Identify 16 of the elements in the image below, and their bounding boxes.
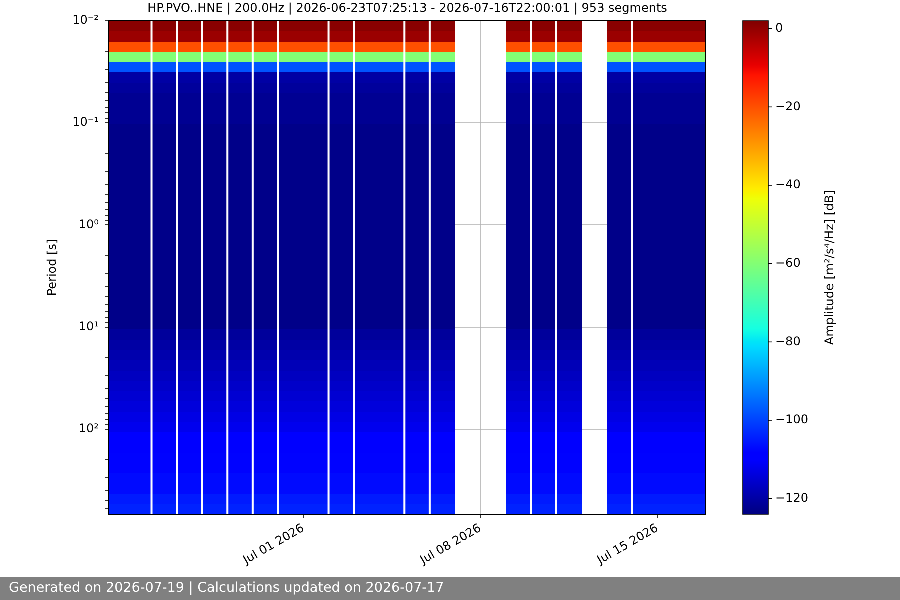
y-axis-title: Period [s] xyxy=(45,239,60,296)
color-bar-title: Amplitude [m²/s⁴/Hz] [dB] xyxy=(822,190,837,346)
color-bar-label: −100 xyxy=(776,412,808,427)
y-tick-label: 10⁻² xyxy=(72,13,100,28)
y-tick-label: 10⁰ xyxy=(78,217,100,232)
color-bar-label: −20 xyxy=(776,99,801,114)
color-bar-label: −60 xyxy=(776,256,801,270)
color-bar-label: 0 xyxy=(776,20,784,35)
color-bar-label: −80 xyxy=(776,334,801,348)
chart-title: HP.PVO..HNE | 200.0Hz | 2026-06-23T07:25:13 - 2026-07-16T22:00:01 | 953 segments xyxy=(148,1,668,15)
color-bar-label: −120 xyxy=(776,490,808,505)
footer-bar: Generated on 2026-07-19 | Calculations updated on 2026-07-17 xyxy=(0,577,900,600)
y-tick-label: 10⁻¹ xyxy=(72,115,100,130)
y-tick-label: 10¹ xyxy=(78,319,100,334)
y-tick-label: 10² xyxy=(78,422,100,436)
color-bar-label: −40 xyxy=(776,178,801,192)
